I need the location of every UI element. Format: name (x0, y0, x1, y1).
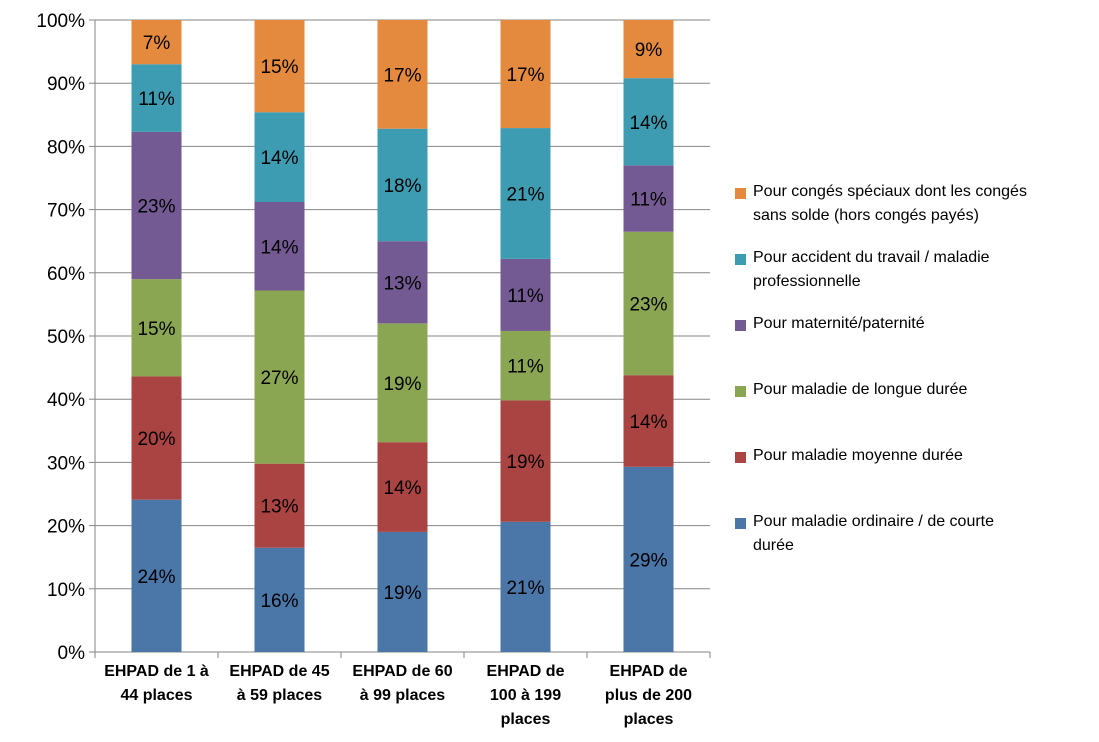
data-label: 19% (383, 374, 421, 395)
data-label: 20% (137, 429, 175, 450)
data-label: 27% (260, 368, 298, 389)
legend-label: Pour maladie moyenne durée (753, 447, 963, 464)
bar-segment (377, 20, 428, 129)
y-tick-label: 30% (47, 453, 85, 474)
legend-swatch (735, 254, 746, 265)
data-label: 23% (137, 196, 175, 217)
legend-item: Pour maladie ordinaire / de courte durée (735, 510, 1095, 558)
data-label: 13% (383, 273, 421, 294)
bar-segment (500, 258, 551, 331)
bar-segment (377, 128, 428, 242)
legend: Pour congés spéciaux dont les congés sans… (735, 180, 1095, 576)
bar-segment (254, 202, 305, 291)
bars: 24% 20% 15% 23% 11% 7% 16% 13% 27% 14% 14% 15% 19% 14… (131, 20, 674, 652)
bar-segment (500, 20, 551, 129)
legend-swatch (735, 518, 746, 529)
data-label: 21% (506, 578, 544, 599)
bar-segment (500, 521, 551, 652)
bar-segment (623, 165, 674, 232)
data-label: 11% (138, 89, 175, 110)
y-tick-label: 60% (47, 264, 85, 285)
data-label: 24% (137, 567, 175, 588)
data-label: 17% (506, 65, 544, 86)
y-tick-label: 70% (47, 201, 85, 222)
y-tick-label: 40% (47, 390, 85, 411)
x-category-label: EHPAD de 1 à 44 places (104, 663, 209, 704)
data-label: 19% (383, 583, 421, 604)
data-label: 21% (506, 184, 544, 205)
legend-label: Pour maladie ordinaire / de courte durée (753, 513, 995, 554)
data-label: 14% (260, 237, 298, 258)
bar-segment (377, 442, 428, 532)
bar-segment (131, 376, 182, 500)
data-label: 11% (507, 286, 544, 307)
bar-segment (623, 20, 674, 79)
bar-segment (254, 112, 305, 203)
legend-swatch (735, 452, 746, 463)
bar-segment (500, 330, 551, 401)
data-label: 19% (506, 452, 544, 473)
bar-segment (254, 290, 305, 464)
data-label: 18% (383, 176, 421, 197)
y-tick-label: 50% (47, 327, 85, 348)
data-label: 17% (383, 65, 421, 86)
bar-segment (623, 466, 674, 652)
bar-segment (623, 78, 674, 166)
bar-segment (131, 20, 182, 65)
legend-item: Pour maladie de longue durée (735, 378, 1095, 426)
data-label: 15% (137, 319, 175, 340)
y-tick-label: 80% (47, 137, 85, 158)
data-label: 9% (635, 40, 663, 61)
legend-swatch (735, 188, 746, 199)
bar-segment (254, 463, 305, 548)
data-label: 23% (629, 294, 667, 315)
x-category-label: EHPAD de 100 à 199 places (487, 663, 565, 728)
bar-segment (254, 547, 305, 652)
data-label: 14% (629, 113, 667, 134)
y-tick-label: 10% (47, 580, 85, 601)
data-label: 11% (630, 190, 667, 211)
y-tick-label: 100% (36, 11, 85, 32)
data-label: 14% (260, 148, 298, 169)
legend-item: Pour accident du travail / maladie profes… (735, 246, 1095, 294)
data-label: 16% (260, 591, 298, 612)
data-label: 14% (629, 412, 667, 433)
legend-item: Pour maternité/paternité (735, 312, 1095, 360)
legend-label: Pour congés spéciaux dont les congés sans… (753, 183, 1027, 224)
y-tick-label: 0% (58, 643, 86, 664)
legend-swatch (735, 320, 746, 331)
legend-item: Pour maladie moyenne durée (735, 444, 1095, 492)
data-label: 29% (629, 550, 667, 571)
bar-segment (131, 64, 182, 132)
x-category-label: EHPAD de 45 à 59 places (229, 663, 329, 704)
data-label: 13% (260, 497, 298, 518)
legend-label: Pour maladie de longue durée (753, 381, 968, 398)
x-category-label: EHPAD de plus de 200 places (605, 663, 692, 728)
data-label: 7% (143, 33, 171, 54)
x-axis-category-labels: EHPAD de 1 à 44 places EHPAD de 45 à 59 pla… (104, 663, 692, 728)
bar-segment (623, 375, 674, 467)
legend-item: Pour congés spéciaux dont les congés sans… (735, 180, 1095, 228)
x-category-label: EHPAD de 60 à 99 places (352, 663, 452, 704)
bar-segment (377, 531, 428, 652)
bar-segment (131, 499, 182, 652)
bar-segment (623, 231, 674, 376)
legend-swatch (735, 386, 746, 397)
bar-segment (131, 279, 182, 377)
legend-label: Pour maternité/paternité (753, 315, 925, 332)
bar-segment (500, 128, 551, 259)
y-tick-label: 90% (47, 74, 85, 95)
data-label: 15% (260, 57, 298, 78)
bar-segment (131, 131, 182, 280)
y-axis-tick-labels: 0% 10% 20% 30% 40% 50% 60% 70% 80% 90% 100% (36, 11, 85, 664)
data-label: 11% (507, 357, 544, 378)
bar-segment (377, 323, 428, 443)
bar-segment (500, 400, 551, 522)
bar-segment (377, 241, 428, 324)
data-label: 14% (383, 478, 421, 499)
bar-segment (254, 20, 305, 113)
y-tick-label: 20% (47, 517, 85, 538)
legend-label: Pour accident du travail / maladie profes… (753, 249, 990, 290)
